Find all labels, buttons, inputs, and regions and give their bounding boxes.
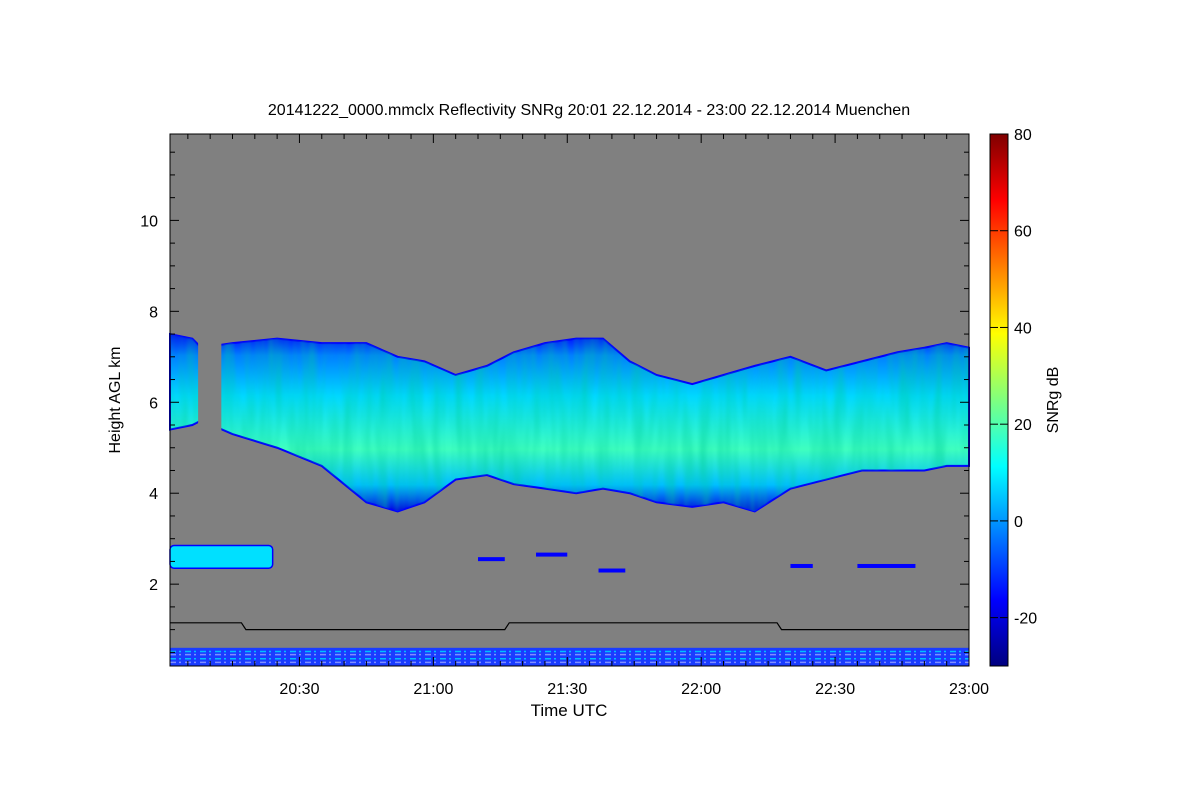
x-tick-label: 20:30: [279, 681, 319, 698]
boundary-line: [170, 622, 969, 631]
colorbar-tick-label: 20: [1014, 417, 1032, 434]
echo-fragment: [598, 568, 626, 573]
x-tick-label: 21:30: [547, 681, 587, 698]
colorbar-tick-label: 60: [1014, 224, 1032, 241]
colorbar: [989, 133, 1009, 667]
x-tick-label: 22:30: [815, 681, 855, 698]
y-tick-label: 10: [140, 213, 158, 230]
axes: 20:30 21:00 21:30 22:00 22:30 23:00 2 4 6 8 10: [140, 133, 989, 698]
y-axis-label: Height AGL km: [107, 346, 124, 453]
colorbar-tick-label: 40: [1014, 320, 1032, 337]
x-axis-label: Time UTC: [531, 701, 608, 720]
echo-fragment: [536, 552, 568, 557]
cloud-echoes: [169, 324, 970, 666]
colorbar-tick-label: 80: [1014, 127, 1032, 144]
y-tick-label: 2: [149, 577, 158, 594]
colorbar-label: SNRg dB: [1045, 367, 1062, 434]
colorbar-tick-label: 0: [1014, 514, 1023, 531]
cloud-layer-texture: [170, 334, 969, 512]
colorbar-ticks: -20 0 20 40 60 80: [990, 127, 1037, 628]
low-cloud-layer: [169, 544, 274, 569]
echo-fragment: [477, 557, 505, 562]
chart-title: 20141222_0000.mmclx Reflectivity SNRg 20…: [268, 102, 910, 119]
plot-frame: [169, 133, 970, 667]
y-tick-label: 8: [149, 304, 158, 321]
colorbar-tick-label: -20: [1014, 611, 1037, 628]
x-tick-label: 21:00: [413, 681, 453, 698]
ground-clutter-band: [170, 647, 969, 666]
x-tick-label: 23:00: [949, 681, 989, 698]
cloud-gap: [198, 324, 222, 453]
y-tick-label: 6: [149, 395, 158, 412]
echo-fragment: [790, 563, 813, 568]
y-tick-label: 4: [149, 486, 158, 503]
x-tick-label: 22:00: [681, 681, 721, 698]
echo-fragment: [857, 563, 916, 568]
